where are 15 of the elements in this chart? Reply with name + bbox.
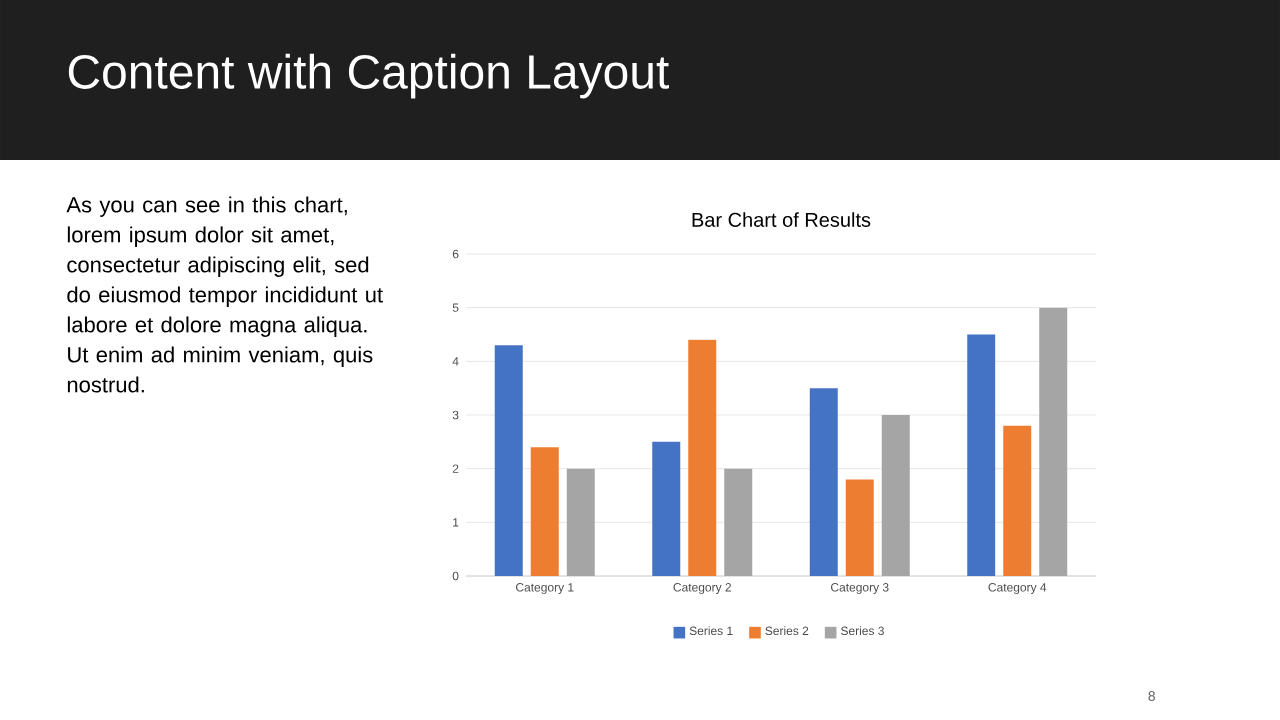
bar bbox=[1003, 425, 1032, 576]
bar bbox=[967, 334, 996, 576]
bar bbox=[652, 441, 681, 576]
bar bbox=[494, 345, 523, 576]
bar bbox=[724, 468, 753, 576]
bar bbox=[809, 388, 838, 576]
chart-title: Bar Chart of Results bbox=[692, 212, 871, 227]
text: As you can see in this chart, lorem ipsum dolor sit amet, consectetur adipiscing elit, sed do eiusmod tempor incididunt ut labore et dolore magna aliqua. Ut enim ad minim veniam, quis nostrud. bbox=[66, 196, 383, 393]
bar bbox=[845, 479, 874, 576]
bar bbox=[1039, 307, 1068, 576]
bar bbox=[566, 468, 595, 576]
bar bbox=[688, 339, 717, 576]
text: Content with Caption Layout bbox=[68, 53, 669, 99]
bar bbox=[881, 415, 910, 576]
bar bbox=[530, 447, 559, 576]
